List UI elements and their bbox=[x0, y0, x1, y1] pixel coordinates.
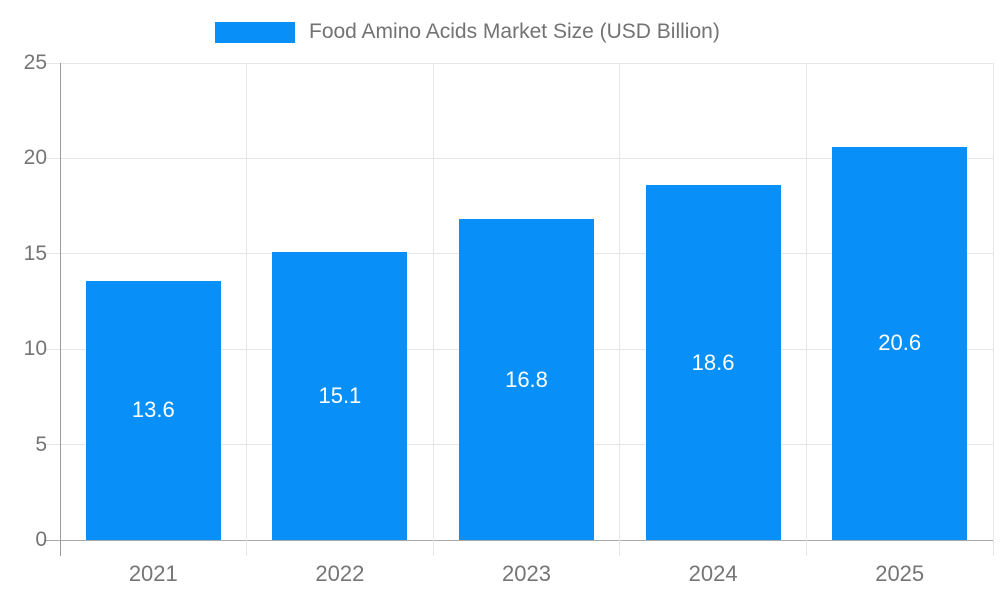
y-tick-label: 5 bbox=[35, 432, 47, 456]
bar-value-label: 18.6 bbox=[691, 349, 735, 375]
y-axis-line bbox=[60, 63, 61, 556]
x-tick-label: 2022 bbox=[315, 561, 365, 586]
x-tick-label: 2024 bbox=[688, 561, 738, 586]
bar-2023 bbox=[459, 219, 594, 540]
x-tick-label: 2025 bbox=[875, 561, 925, 586]
x-tick-label: 2023 bbox=[502, 561, 551, 586]
x-axis-baseline bbox=[44, 539, 993, 541]
y-tick-label: 15 bbox=[23, 241, 47, 265]
gridline-vertical bbox=[992, 63, 994, 556]
bar-2024 bbox=[645, 185, 781, 540]
legend-label[interactable]: Food Amino Acids Market Size (USD Billio… bbox=[309, 20, 720, 43]
bar-value-label: 16.8 bbox=[505, 366, 548, 392]
bar-value-label: 20.6 bbox=[878, 330, 922, 356]
legend-swatch[interactable] bbox=[215, 21, 295, 43]
bar-2025 bbox=[832, 146, 968, 540]
y-tick-label: 25 bbox=[23, 51, 47, 74]
bar-2022 bbox=[272, 251, 408, 540]
chart-legend[interactable]: Food Amino Acids Market Size (USD Billio… bbox=[215, 20, 720, 44]
gridline-vertical bbox=[619, 63, 621, 556]
y-tick-label: 10 bbox=[23, 337, 47, 361]
gridline-horizontal bbox=[44, 62, 993, 64]
bar-value-label: 13.6 bbox=[131, 397, 175, 423]
gridline-vertical bbox=[432, 63, 434, 556]
gridline-horizontal bbox=[44, 157, 993, 159]
x-tick-label: 2021 bbox=[128, 561, 178, 586]
plot-area: 0 5 10 15 20 25 13.6 2021 15.1 2022 16.8 2023 18.6 20… bbox=[24, 51, 994, 586]
bar-value-label: 15.1 bbox=[318, 382, 362, 408]
gridline-vertical bbox=[246, 63, 248, 556]
y-tick-label: 20 bbox=[23, 146, 47, 170]
bar-2021 bbox=[85, 280, 221, 540]
gridline-vertical bbox=[805, 63, 807, 556]
y-tick-label: 0 bbox=[35, 528, 47, 551]
